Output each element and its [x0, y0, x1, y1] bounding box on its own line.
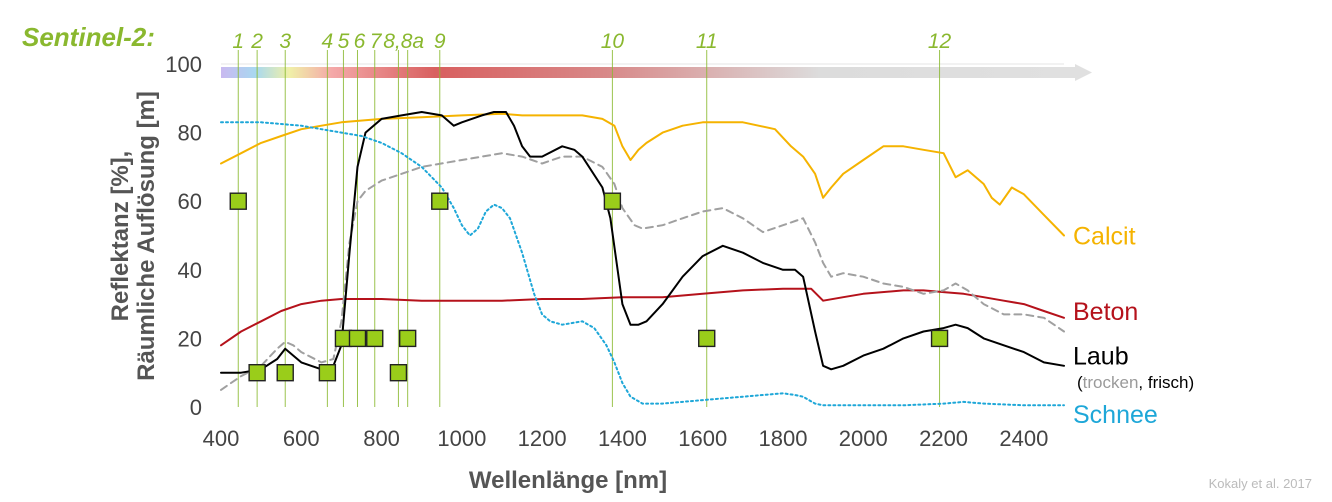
band-marker-2	[248, 364, 266, 382]
band-marker-1	[229, 192, 247, 210]
y-tick-labels: 0 20 40 60 80 100	[165, 52, 202, 420]
band-marker-7	[366, 329, 384, 348]
band-label-10: 10	[601, 30, 625, 53]
y-tick-60: 60	[178, 189, 202, 214]
x-tick-600: 600	[283, 426, 320, 451]
series-label-laub: Laub	[1073, 343, 1129, 371]
band-lines	[237, 50, 941, 407]
band-label-4: 4	[322, 30, 334, 53]
series-line-schnee	[220, 121, 1065, 407]
y-tick-100: 100	[165, 52, 202, 77]
y-tick-0: 0	[190, 395, 202, 420]
spectrum-gradient	[221, 67, 1076, 78]
laub-sublabel: (trocken, frisch)	[1077, 373, 1194, 392]
x-tick-1400: 1400	[598, 426, 647, 451]
band-marker-10	[603, 192, 622, 210]
x-tick-2200: 2200	[919, 426, 968, 451]
x-tick-400: 400	[203, 426, 240, 451]
band-label-9: 9	[434, 30, 446, 53]
series-labels: Calcit Beton Laub Schnee	[1073, 223, 1158, 429]
source-credit: Kokaly et al. 2017	[1209, 476, 1312, 491]
x-axis-title: Wellenlänge [nm]	[469, 467, 667, 494]
band-labels: 1 2 3 4 5 6 7 8,8a 9 10 11 12	[232, 30, 951, 53]
series-label-beton: Beton	[1073, 298, 1138, 326]
y-axis-title: Reflektanz [%], Räumliche Auflösung [m]	[107, 91, 160, 381]
band-label-5: 5	[338, 30, 350, 53]
y-axis-title-line-1: Reflektanz [%],	[107, 151, 134, 322]
band-marker-9	[431, 192, 449, 210]
laub-sublabel-trocken: trocken	[1083, 373, 1139, 392]
series-line-laub-trocken	[220, 152, 1065, 391]
band-resolution-markers	[229, 192, 949, 382]
band-label-2: 2	[250, 30, 263, 53]
spectrum-arrowhead	[1075, 64, 1092, 81]
band-marker-4	[318, 364, 337, 382]
band-marker-8a	[398, 329, 417, 348]
x-tick-1200: 1200	[518, 426, 567, 451]
x-tick-labels: 400 600 800 1000 1200 1400 1600 1800 2000 2200 240…	[203, 426, 1049, 451]
x-tick-2000: 2000	[839, 426, 888, 451]
x-tick-1000: 1000	[437, 426, 486, 451]
band-marker-8	[389, 364, 408, 382]
band-marker-12	[930, 329, 949, 348]
series-label-schnee: Schnee	[1073, 401, 1158, 429]
x-tick-1800: 1800	[759, 426, 808, 451]
laub-sublabel-sep: ,	[1138, 373, 1147, 392]
band-label-8-8a: 8,8a	[383, 30, 424, 53]
laub-sublabel-frisch: frisch	[1148, 373, 1189, 392]
x-tick-1600: 1600	[678, 426, 727, 451]
y-axis-title-line-2: Räumliche Auflösung [m]	[133, 91, 160, 381]
y-tick-40: 40	[178, 258, 202, 283]
band-label-1: 1	[232, 30, 244, 53]
y-tick-80: 80	[178, 121, 202, 146]
series-lines	[220, 111, 1065, 407]
band-label-12: 12	[928, 30, 952, 53]
y-tick-20: 20	[178, 326, 202, 351]
x-tick-800: 800	[363, 426, 400, 451]
band-marker-11	[698, 329, 716, 348]
laub-sublabel-close: )	[1189, 373, 1195, 392]
spectrum-bar	[221, 64, 1092, 81]
band-label-6: 6	[354, 30, 366, 53]
series-line-calcit	[220, 112, 1065, 237]
band-marker-6	[348, 329, 367, 348]
band-marker-3	[276, 364, 294, 382]
mission-label: Sentinel-2:	[22, 22, 155, 52]
band-label-11: 11	[696, 30, 718, 53]
band-label-7: 7	[370, 30, 383, 53]
band-label-3: 3	[279, 30, 291, 53]
series-line-beton	[220, 287, 1065, 347]
laub-sublabel-open: (	[1077, 373, 1083, 392]
series-label-calcit: Calcit	[1073, 223, 1136, 251]
x-tick-2400: 2400	[999, 426, 1048, 451]
